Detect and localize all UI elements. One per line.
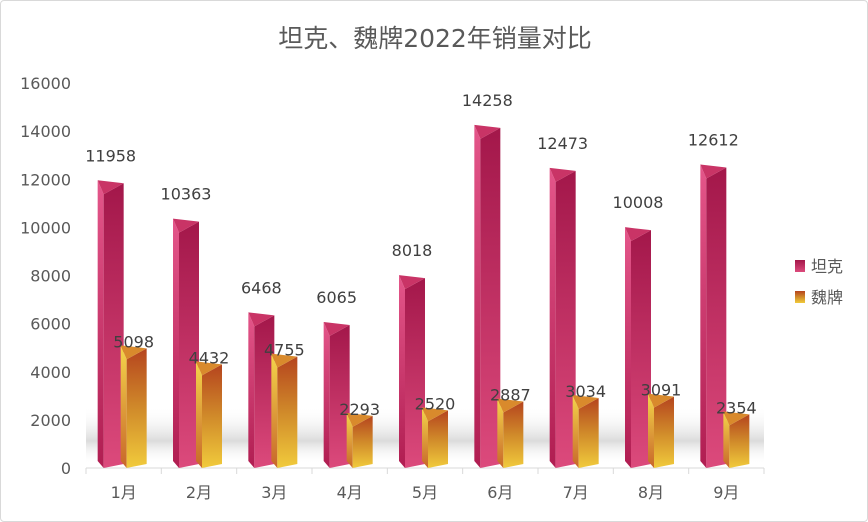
bar-tank	[549, 167, 576, 468]
data-label: 4755	[264, 341, 305, 360]
bar-tank	[97, 180, 124, 468]
x-tick-label: 6月	[487, 483, 513, 502]
data-label: 11958	[85, 146, 136, 165]
bar-weipai	[196, 361, 222, 468]
bar-tank	[700, 164, 727, 468]
data-label: 4432	[189, 348, 230, 367]
bar-tank	[248, 312, 275, 468]
bar-weipai	[497, 398, 524, 468]
y-tick-label: 14000	[20, 122, 71, 141]
y-tick-label: 8000	[30, 267, 71, 286]
bar-weipai	[346, 412, 373, 468]
x-tick-label: 3月	[261, 483, 287, 502]
y-tick-label: 12000	[20, 170, 71, 189]
bar-tank	[625, 227, 651, 468]
data-label: 2520	[415, 394, 456, 413]
x-tick-label: 1月	[111, 483, 137, 502]
data-label: 10363	[161, 185, 212, 204]
bar-weipai	[723, 411, 750, 468]
x-tick-label: 8月	[638, 483, 664, 502]
y-tick-label: 10000	[20, 218, 71, 237]
bar-weipai	[120, 345, 147, 468]
bar-weipai	[271, 353, 298, 468]
bar-weipai	[572, 394, 599, 468]
chart-title: 坦克、魏牌2022年销量对比	[278, 24, 592, 53]
data-label: 2293	[339, 400, 380, 419]
data-label: 12473	[537, 134, 588, 153]
y-tick-label: 4000	[30, 363, 71, 382]
bar-tank	[323, 322, 350, 468]
y-tick-label: 6000	[30, 315, 71, 334]
x-tick-label: 2月	[186, 483, 212, 502]
bar-tank	[474, 124, 501, 469]
bar-tank	[399, 275, 425, 468]
x-tick-label: 9月	[713, 483, 739, 502]
y-tick-label: 0	[61, 459, 71, 478]
bar-weipai	[422, 407, 448, 468]
bar-tank	[173, 218, 199, 468]
bar-weipai	[648, 393, 674, 468]
data-label: 6065	[316, 288, 357, 307]
data-label: 10008	[613, 193, 664, 212]
legend-label: 魏牌	[811, 288, 843, 307]
legend-swatch	[795, 260, 805, 272]
legend-label: 坦克	[811, 257, 843, 276]
data-label: 3034	[565, 382, 606, 401]
legend-swatch	[795, 291, 805, 303]
x-tick-label: 7月	[563, 483, 589, 502]
data-label: 2887	[490, 386, 531, 405]
y-tick-label: 16000	[20, 74, 71, 93]
data-label: 6468	[241, 278, 282, 297]
data-label: 5098	[113, 332, 154, 351]
data-label: 3091	[641, 381, 682, 400]
x-tick-label: 5月	[412, 483, 438, 502]
data-label: 2354	[716, 398, 757, 417]
data-label: 14258	[462, 91, 513, 110]
y-tick-label: 2000	[30, 411, 71, 430]
x-tick-label: 4月	[337, 483, 363, 502]
data-label: 12612	[688, 131, 739, 150]
data-label: 8018	[392, 241, 433, 260]
